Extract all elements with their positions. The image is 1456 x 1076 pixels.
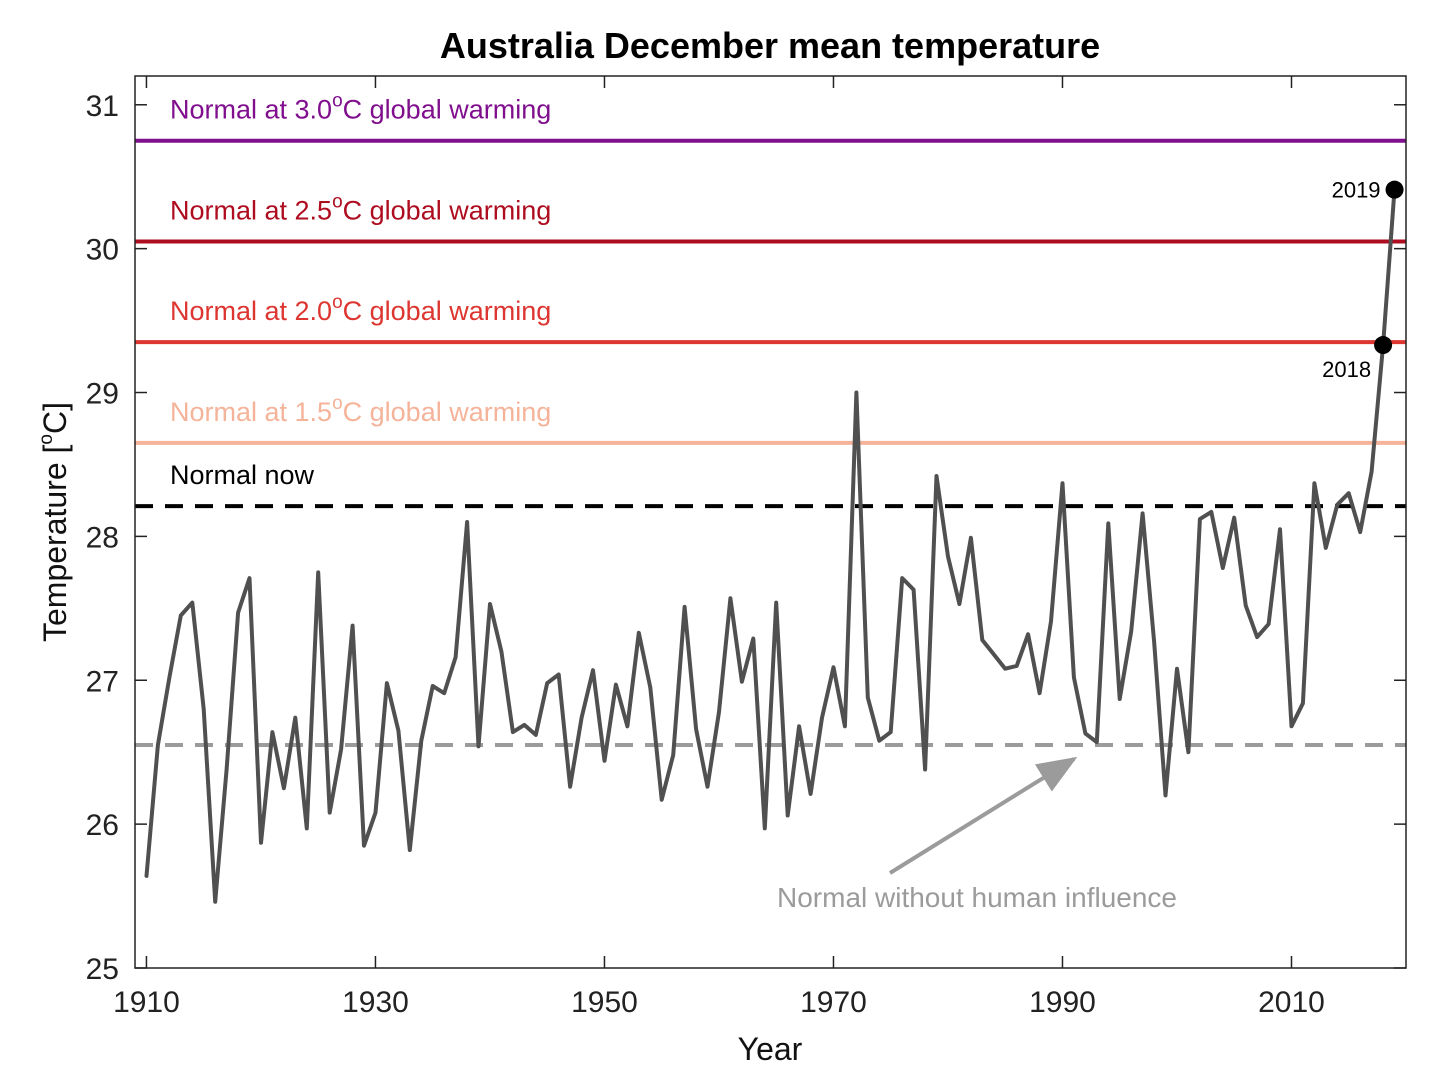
reference-line-label: Normal now [170, 460, 315, 490]
highlight-label-2018: 2018 [1322, 357, 1371, 382]
annotation-arrow [888, 756, 1078, 875]
y-tick-label: 26 [86, 809, 119, 842]
y-axis-label-sup: o [36, 434, 57, 445]
y-tick-label: 29 [86, 378, 119, 411]
y-tick-label: 25 [86, 953, 119, 986]
plot-frame [134, 75, 1407, 969]
reference-label-sup: o [332, 91, 343, 112]
y-tick-label: 28 [86, 521, 119, 554]
chart-title: Australia December mean temperature [440, 25, 1100, 66]
y-tick-label: 30 [86, 234, 119, 267]
y-tick-label: 31 [86, 90, 119, 123]
reference-label-post: C global warming [343, 95, 552, 125]
x-tick-label: 1990 [1029, 986, 1096, 1019]
reference-label-post: C global warming [343, 296, 552, 326]
reference-label-text: Normal at 2.0 [170, 296, 332, 326]
reference-label-post: C global warming [343, 397, 552, 427]
x-tick-label: 1930 [342, 986, 409, 1019]
y-axis-label-post: C] [37, 402, 73, 434]
y-tick-label: 27 [86, 665, 119, 698]
temperature-series-line [144, 187, 1397, 904]
reference-label-text: Normal at 3.0 [170, 95, 332, 125]
annotation-text: Normal without human influence [777, 882, 1177, 913]
x-tick-label: 1970 [800, 986, 867, 1019]
highlight-point-2019 [1385, 180, 1404, 199]
x-tick-label: 1950 [571, 986, 638, 1019]
highlight-point-2018 [1374, 336, 1393, 355]
y-axis-label: Temperature [oC] [36, 402, 73, 642]
ticks-layer: 1910 1930 1950 1970 1990 2010 25 26 27 28 29 30 31 [86, 76, 1406, 1019]
highlight-label-2019: 2019 [1332, 178, 1381, 203]
reference-label-post: C global warming [343, 195, 552, 225]
x-tick-label: 2010 [1258, 986, 1325, 1019]
reference-label-sup: o [332, 393, 343, 414]
highlight-layer: 2018 2019 [1322, 178, 1404, 382]
reference-line-label: Normal at 2.5oC global warming [170, 191, 551, 225]
x-axis-label: Year [738, 1031, 803, 1067]
reference-label-text: Normal at 2.5 [170, 195, 332, 225]
reference-line-label: Normal at 1.5oC global warming [170, 393, 551, 427]
reference-line-label: Normal at 2.0oC global warming [170, 292, 551, 326]
reference-label-text: Normal now [170, 460, 315, 490]
y-axis-label-pre: Temperature [ [37, 444, 73, 642]
x-tick-label: 1910 [113, 986, 180, 1019]
reference-line-label: Normal at 3.0oC global warming [170, 91, 551, 125]
series-layer [144, 187, 1397, 904]
reference-label-sup: o [332, 292, 343, 313]
annotation-layer: Normal without human influence [777, 756, 1177, 913]
reference-label-text: Normal at 1.5 [170, 397, 332, 427]
reference-label-sup: o [332, 191, 343, 212]
